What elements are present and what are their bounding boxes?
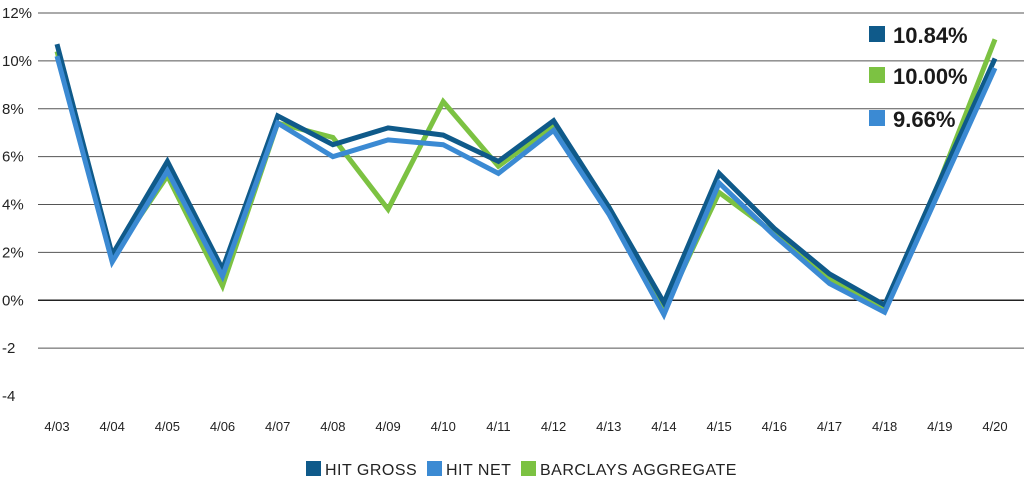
- y-tick-label: 4%: [2, 197, 24, 214]
- y-tick-label: -4: [2, 388, 15, 405]
- x-tick-label: 4/06: [210, 419, 235, 434]
- x-tick-label: 4/13: [596, 419, 621, 434]
- value-callouts: 10.84% 10.00% 9.66%: [869, 23, 968, 132]
- y-axis-tick-labels: 12% 10% 8% 6% 4% 2% 0% -2 -4: [2, 5, 32, 405]
- x-tick-label: 4/16: [762, 419, 787, 434]
- y-tick-label: 8%: [2, 101, 24, 118]
- x-tick-label: 4/04: [100, 419, 125, 434]
- callout-value: 10.00%: [893, 64, 968, 89]
- legend-swatch: [306, 461, 321, 476]
- legend-label: BARCLAYS AGGREGATE: [540, 462, 737, 479]
- legend-swatch: [427, 461, 442, 476]
- callout-swatch: [869, 110, 885, 126]
- y-tick-label: -2: [2, 340, 15, 357]
- x-tick-label: 4/12: [541, 419, 566, 434]
- y-tick-label: 2%: [2, 244, 24, 261]
- series-line-hit-gross: [54, 43, 998, 309]
- series-line-hit-net: [54, 55, 998, 321]
- x-tick-label: 4/08: [320, 419, 345, 434]
- grid-lines: [38, 12, 1024, 349]
- series-lines: [54, 38, 998, 321]
- x-tick-label: 4/20: [982, 419, 1007, 434]
- y-tick-label: 6%: [2, 149, 24, 166]
- x-axis-tick-labels: 4/03 4/04 4/05 4/06 4/07 4/08 4/09 4/10 4/11 4/12…: [44, 419, 1007, 434]
- x-tick-label: 4/09: [375, 419, 400, 434]
- x-tick-label: 4/14: [651, 419, 676, 434]
- callout-swatch: [869, 67, 885, 83]
- x-tick-label: 4/15: [706, 419, 731, 434]
- x-tick-label: 4/18: [872, 419, 897, 434]
- y-tick-label: 12%: [2, 5, 32, 22]
- callout-value: 10.84%: [893, 23, 968, 48]
- legend-label: HIT GROSS: [325, 462, 417, 479]
- callout-value: 9.66%: [893, 107, 955, 132]
- x-tick-label: 4/10: [431, 419, 456, 434]
- x-tick-label: 4/05: [155, 419, 180, 434]
- x-tick-label: 4/19: [927, 419, 952, 434]
- x-tick-label: 4/17: [817, 419, 842, 434]
- series-line-barclays-aggregate: [54, 38, 998, 316]
- legend-swatch: [521, 461, 536, 476]
- callout-swatch: [869, 26, 885, 42]
- y-tick-label: 10%: [2, 53, 32, 70]
- legend-label: HIT NET: [446, 462, 511, 479]
- x-tick-label: 4/11: [486, 419, 510, 434]
- legend: HIT GROSS HIT NET BARCLAYS AGGREGATE: [306, 461, 737, 479]
- y-tick-label: 0%: [2, 292, 24, 309]
- x-tick-label: 4/07: [265, 419, 290, 434]
- x-tick-label: 4/03: [44, 419, 69, 434]
